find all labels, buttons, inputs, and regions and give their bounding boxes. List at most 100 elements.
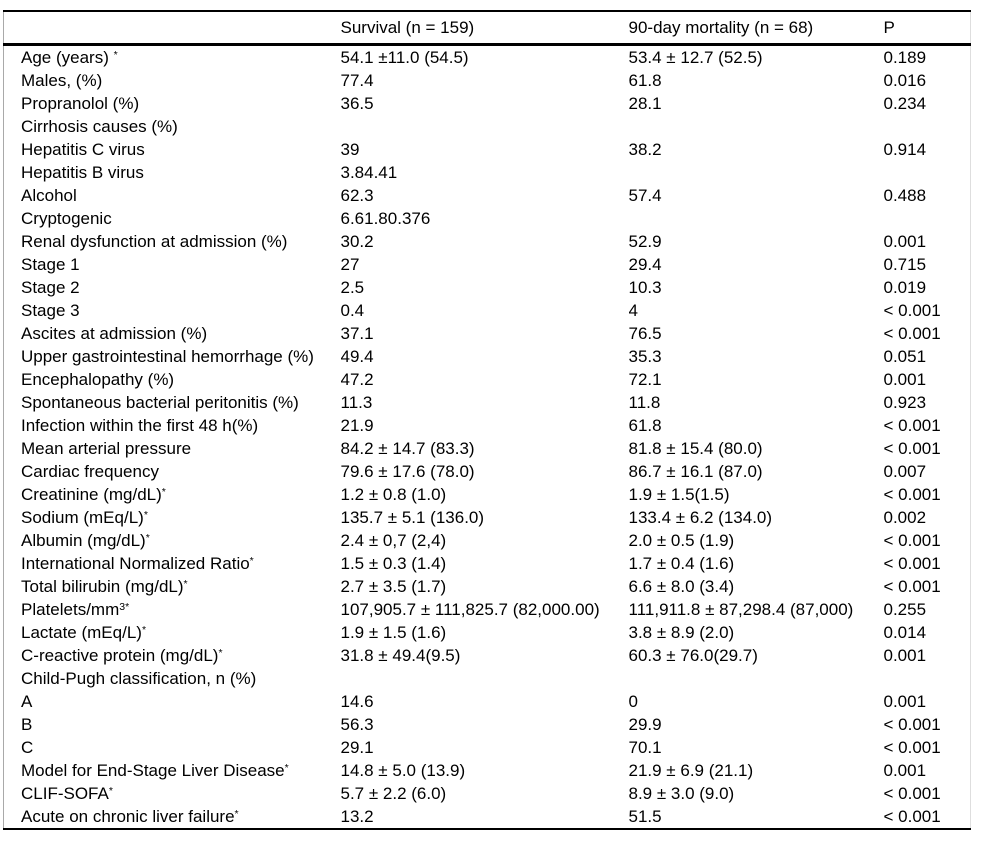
row-label-text: Stage 3 [21,301,80,320]
table-row: Cirrhosis causes (%) [4,115,971,138]
cell-mortality: 60.3 ± 76.0(29.7) [628,646,758,665]
table-row: Stage 3 0.4 4 < 0.001 [4,299,971,322]
cell-p: 0.923 [883,393,927,412]
table-header: Survival (n = 159) 90-day mortality (n =… [3,11,971,46]
row-label: Total bilirubin (mg/dL)* [4,575,341,598]
row-label: Stage 3 [4,299,341,322]
cell-survival: 77.4 [340,71,374,90]
row-label-text: Stage 1 [21,255,80,274]
row-label: Platelets/mm3* [4,598,341,621]
row-label: Spontaneous bacterial peritonitis (%) [4,391,341,414]
row-label-superscript: * [113,49,118,61]
row-label-text: Hepatitis B virus [21,163,144,182]
row-label-text: Platelets/mm [21,600,120,619]
table-row: Infection within the first 48 h(%) 21.9 … [4,414,971,437]
cell-mortality: 1.7 ± 0.4 (1.6) [628,554,735,573]
table-row: International Normalized Ratio* 1.5 ± 0.… [4,552,971,575]
cell-survival: 2.5 [340,278,365,297]
cell-p: < 0.001 [883,531,941,550]
table-row: A 14.6 0 0.001 [4,690,971,713]
cell-p: 0.016 [883,71,927,90]
table-row: Spontaneous bacterial peritonitis (%) 11… [4,391,971,414]
cell-survival: 1.5 ± 0.3 (1.4) [340,554,447,573]
row-label: Albumin (mg/dL)* [4,529,341,552]
cell-p: < 0.001 [883,577,941,596]
cell-p: 0.051 [883,347,927,366]
cell-p: < 0.001 [883,416,941,435]
table-row: Platelets/mm3* 107,905.7 ± 111,825.7 (82… [4,598,971,621]
cell-mortality: 52.9 [628,232,662,251]
cell-survival: 84.2 ± 14.7 (83.3) [340,439,475,458]
cell-mortality: 70.1 [628,738,662,757]
cell-mortality [629,115,884,138]
row-label-superscript: * [284,762,289,774]
row-label-text: International Normalized Ratio [21,554,250,573]
cell-mortality: 3.8 ± 8.9 (2.0) [628,623,735,642]
table-row: CLIF-SOFA* 5.7 ± 2.2 (6.0) 8.9 ± 3.0 (9.… [4,782,971,805]
row-label: Propranolol (%) [4,92,341,115]
row-label-text: Renal dysfunction at admission (%) [21,232,288,251]
table-row: Child-Pugh classification, n (%) [4,667,971,690]
cell-p: < 0.001 [883,439,941,458]
row-label-text: Alcohol [21,186,77,205]
row-label-text: Total bilirubin (mg/dL) [21,577,184,596]
cell-p: 0.001 [883,646,927,665]
table-row: Cryptogenic 6.61.80.376 [4,207,971,230]
row-label-text: Mean arterial pressure [21,439,192,458]
cell-p: 0.914 [883,140,927,159]
cell-survival [341,115,629,138]
row-label-text: Cirrhosis causes (%) [21,117,178,136]
cell-p: 0.189 [883,48,927,67]
cell-p: 0.001 [883,692,927,711]
cell-survival [341,667,629,690]
table-row: Creatinine (mg/dL)* 1.2 ± 0.8 (1.0) 1.9 … [4,483,971,506]
cell-survival: 2.7 ± 3.5 (1.7) [340,577,447,596]
cell-survival: 11.3 [340,393,373,412]
row-label-text: B [21,715,33,734]
cell-p: 0.001 [883,761,927,780]
cell-mortality: 11.8 [628,393,661,412]
row-label-superscript: * [218,647,223,659]
row-label-text: Model for End-Stage Liver Disease [21,761,285,780]
row-label-text: C [21,738,34,757]
header-cell-survival: Survival (n = 159) [340,11,629,46]
cell-p: 0.715 [883,255,927,274]
cell-p [884,207,971,230]
cell-mortality: 51.5 [628,807,662,826]
cell-survival: 107,905.7 ± 111,825.7 (82,000.00) [340,600,600,619]
table-row: Males, (%) 77.4 61.8 0.016 [4,69,971,92]
row-label: Ascites at admission (%) [4,322,341,345]
cell-survival: 54.1 ±11.0 (54.5) [340,48,469,67]
header-cell-variable [3,11,341,46]
table-row: Model for End-Stage Liver Disease* 14.8 … [4,759,971,782]
cell-p: 0.234 [883,94,927,113]
cell-p: 0.007 [883,462,927,481]
row-label-text: A [21,692,33,711]
cell-survival: 30.2 [340,232,374,251]
row-label-superscript: * [183,578,188,590]
row-label-text: Spontaneous bacterial peritonitis (%) [21,393,299,412]
cell-p [884,667,971,690]
cell-mortality: 61.8 [628,416,662,435]
row-label: Alcohol [4,184,341,207]
row-label: Model for End-Stage Liver Disease* [4,759,341,782]
cell-p: < 0.001 [883,807,941,826]
cell-mortality: 2.0 ± 0.5 (1.9) [628,531,735,550]
cell-survival: 29.1 [340,738,374,757]
row-label-text: Creatinine (mg/dL) [21,485,162,504]
table-row: Albumin (mg/dL)* 2.4 ± 0,7 (2,4) 2.0 ± 0… [4,529,971,552]
row-label-superscript: * [161,486,166,498]
row-label-text: Infection within the first 48 h(%) [21,416,259,435]
cell-mortality: 10.3 [628,278,662,297]
table-row: Encephalopathy (%) 47.2 72.1 0.001 [4,368,971,391]
row-label-superscript: * [249,555,254,567]
cell-mortality: 6.6 ± 8.0 (3.4) [628,577,735,596]
row-label-text: Propranolol (%) [21,94,140,113]
row-label-superscript: 3* [119,601,130,613]
row-label-text: Hepatitis C virus [21,140,145,159]
cell-survival: 39 [340,140,360,159]
cell-survival: 47.2 [340,370,374,389]
table-row: Age (years) * 54.1 ±11.0 (54.5) 53.4 ± 1… [4,45,971,70]
cell-mortality: 35.3 [628,347,662,366]
